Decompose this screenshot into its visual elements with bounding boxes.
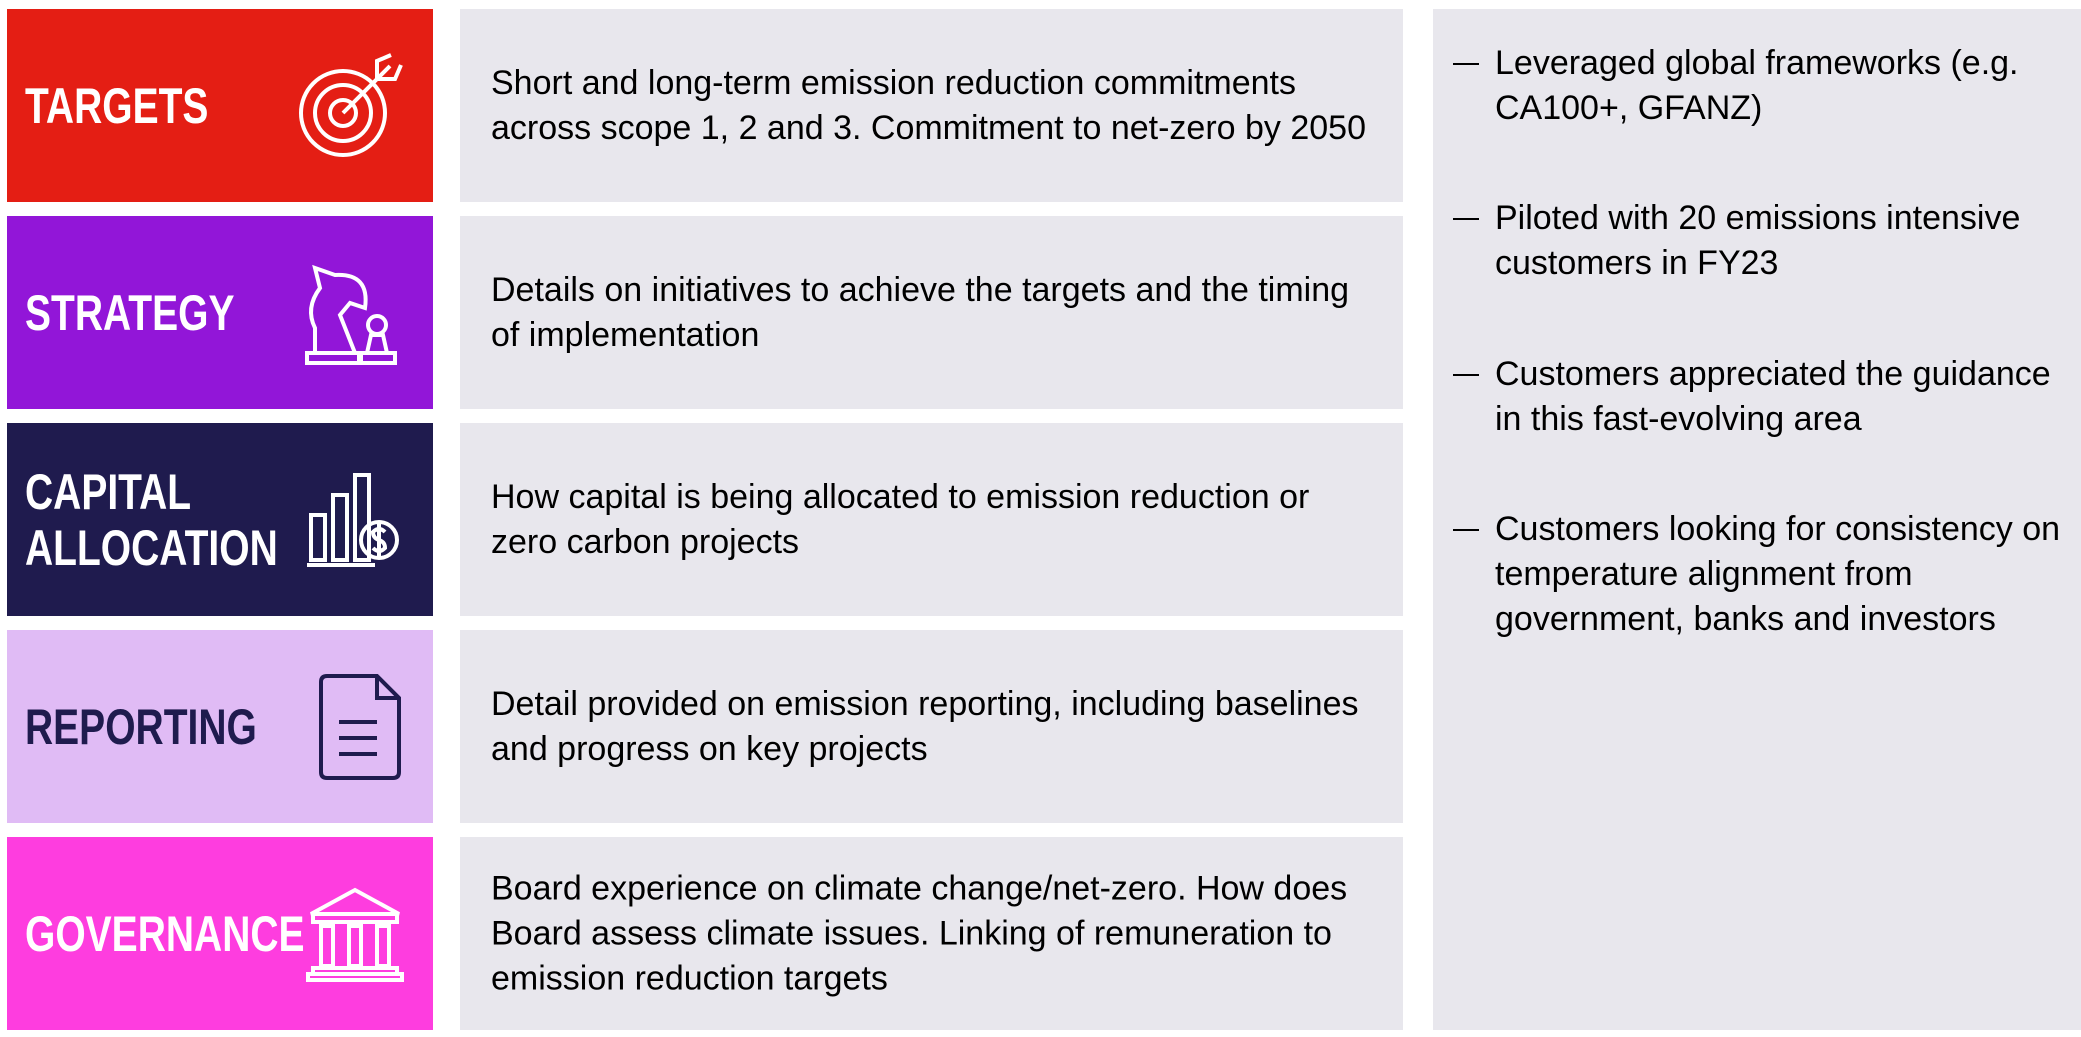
row-label: STRATEGY	[25, 284, 235, 341]
description-box: Detail provided on emission reporting, i…	[460, 630, 1403, 823]
bullet-text: Piloted with 20 emissions intensive cust…	[1495, 199, 2021, 282]
bullet-dash	[1453, 374, 1479, 376]
row-label: CAPITAL ALLOCATION	[25, 463, 278, 576]
bullet-text: Customers appreciated the guidance in th…	[1495, 355, 2051, 438]
document-icon	[319, 673, 401, 780]
row-description: Details on initiatives to achieve the ta…	[491, 270, 1350, 354]
target-icon	[299, 52, 403, 157]
chess-icon	[305, 264, 397, 365]
capital-icon	[307, 472, 399, 567]
bullet-dash	[1453, 63, 1479, 65]
row-label: TARGETS	[25, 77, 209, 134]
description-box: Short and long-term emission reduction c…	[460, 9, 1403, 202]
label-box: STRATEGY	[7, 216, 433, 409]
bullet-text: Leveraged global frameworks (e.g. CA100+…	[1495, 44, 2019, 127]
row-description: Board experience on climate change/net-z…	[491, 869, 1348, 997]
bullet-dash	[1453, 529, 1479, 531]
feedback-panel: Leveraged global frameworks (e.g. CA100+…	[1433, 9, 2081, 1030]
label-box: GOVERNANCE	[7, 837, 433, 1030]
bullet-dash	[1453, 218, 1479, 220]
label-box: TARGETS	[7, 9, 433, 202]
description-box: How capital is being allocated to emissi…	[460, 423, 1403, 616]
governance-icon	[306, 887, 404, 982]
row-description: Short and long-term emission reduction c…	[491, 63, 1367, 147]
row-description: How capital is being allocated to emissi…	[491, 477, 1310, 561]
description-box: Board experience on climate change/net-z…	[460, 837, 1403, 1030]
row-label: GOVERNANCE	[25, 905, 305, 962]
label-box: CAPITAL ALLOCATION	[7, 423, 433, 616]
row-label: REPORTING	[25, 698, 257, 755]
description-box: Details on initiatives to achieve the ta…	[460, 216, 1403, 409]
bullet-text: Customers looking for consistency on tem…	[1495, 510, 2061, 638]
row-description: Detail provided on emission reporting, i…	[491, 684, 1359, 768]
label-box: REPORTING	[7, 630, 433, 823]
